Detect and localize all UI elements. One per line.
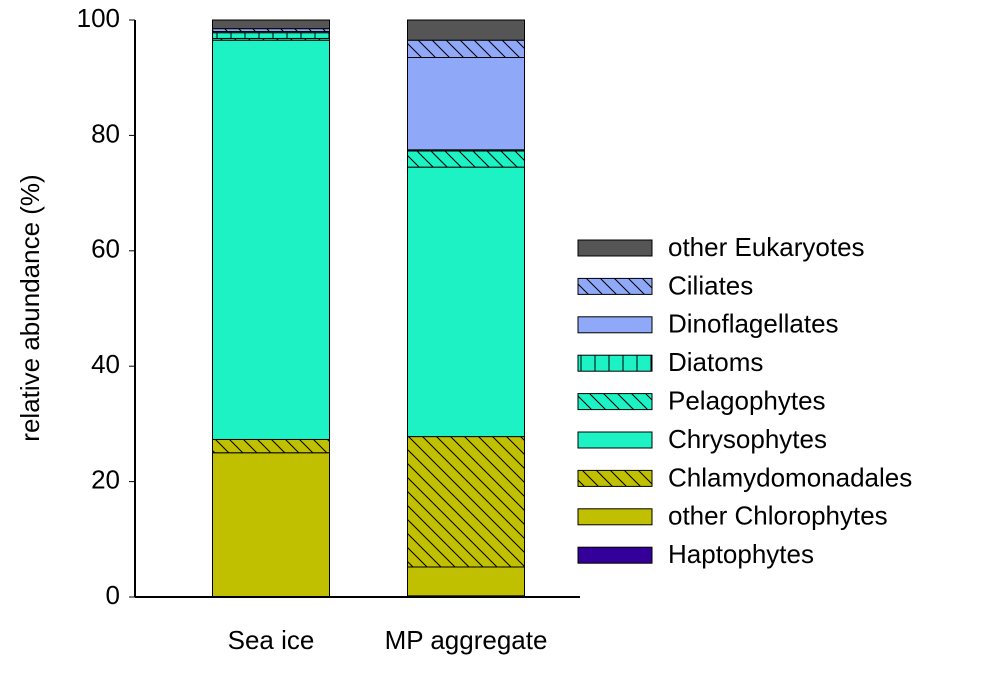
legend-label: Diatoms — [668, 347, 763, 377]
legend-label: Dinoflagellates — [668, 309, 839, 339]
legend-swatch — [577, 354, 653, 372]
bar-segment — [407, 436, 525, 568]
legend-swatch — [577, 316, 653, 334]
legend-label: other Eukaryotes — [668, 232, 865, 262]
legend-swatch — [577, 546, 653, 564]
bar-segment — [212, 438, 330, 454]
x-tick-label: Sea ice — [228, 625, 315, 655]
legend-swatch — [577, 277, 653, 295]
bar-segment — [407, 57, 525, 151]
legend-label: Ciliates — [668, 270, 753, 300]
bar-segment — [407, 39, 525, 59]
bar-segment — [407, 19, 525, 41]
bar-segment — [407, 166, 525, 438]
bar-segment — [407, 566, 525, 597]
bar-segment — [212, 32, 330, 39]
legend-swatch — [577, 431, 653, 449]
legend-label: Pelagophytes — [668, 385, 826, 415]
legend-swatch — [577, 469, 653, 487]
y-tick-label: 0 — [106, 580, 120, 610]
legend-swatch — [577, 239, 653, 257]
y-axis-label: relative abundance (%) — [15, 174, 45, 441]
legend-label: other Chlorophytes — [668, 501, 888, 531]
legend-label: Haptophytes — [668, 539, 814, 569]
legend-swatch — [577, 393, 653, 411]
y-tick-label: 20 — [91, 464, 120, 494]
bar-segment — [407, 150, 525, 168]
x-tick-label: MP aggregate — [385, 625, 548, 655]
legend-label: Chrysophytes — [668, 424, 827, 454]
bar-segment — [212, 19, 330, 30]
y-tick-label: 60 — [91, 234, 120, 264]
bar-segment — [212, 452, 330, 598]
legend-swatch — [577, 508, 653, 526]
bar-segment — [212, 39, 330, 440]
y-tick-label: 100 — [77, 3, 120, 33]
legend-label: Chlamydomonadales — [668, 462, 912, 492]
y-tick-label: 80 — [91, 118, 120, 148]
y-tick-label: 40 — [91, 349, 120, 379]
